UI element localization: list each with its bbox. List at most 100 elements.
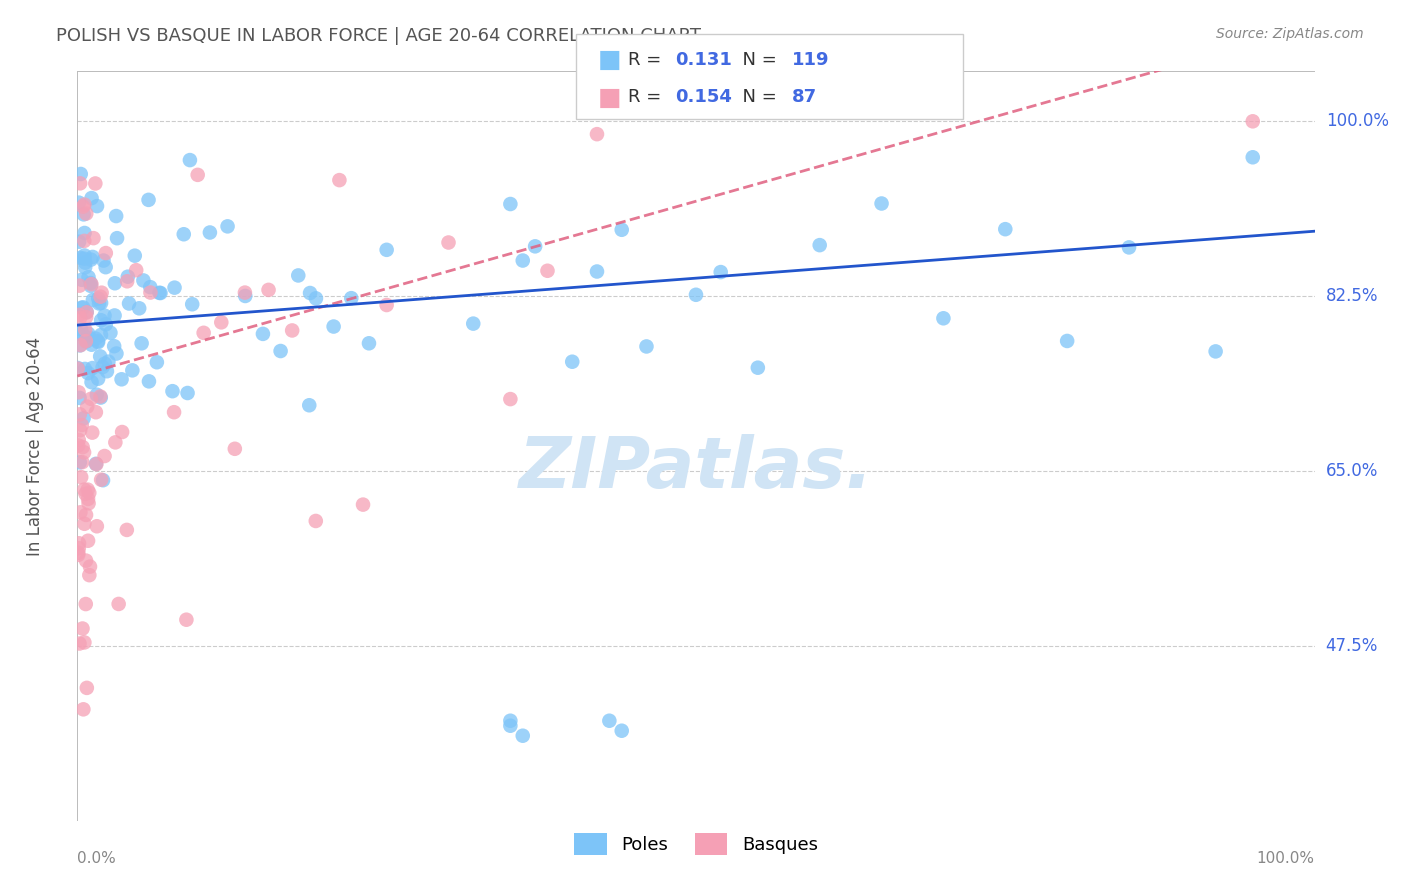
- Basques: [73, 483, 96, 497]
- Text: Source: ZipAtlas.com: Source: ZipAtlas.com: [1216, 27, 1364, 41]
- Basques: [352, 498, 374, 512]
- Basques: [536, 264, 558, 278]
- Poles: [105, 209, 128, 223]
- Poles: [499, 719, 522, 733]
- Basques: [70, 470, 93, 484]
- Poles: [217, 219, 239, 234]
- Poles: [89, 350, 111, 364]
- Poles: [94, 357, 117, 371]
- Basques: [67, 546, 90, 560]
- Basques: [67, 385, 90, 400]
- Basques: [72, 440, 94, 454]
- Poles: [808, 238, 831, 252]
- Poles: [1241, 150, 1264, 164]
- Text: 100.0%: 100.0%: [1326, 112, 1389, 130]
- Basques: [111, 425, 134, 439]
- Poles: [75, 255, 97, 269]
- Text: R =: R =: [628, 88, 668, 106]
- Basques: [84, 405, 107, 419]
- Basques: [107, 597, 129, 611]
- Poles: [198, 226, 221, 240]
- Poles: [73, 362, 96, 376]
- Poles: [710, 265, 733, 279]
- Poles: [70, 273, 93, 287]
- Poles: [72, 207, 94, 221]
- Basques: [93, 449, 115, 463]
- Basques: [69, 407, 91, 421]
- Basques: [90, 473, 112, 487]
- Poles: [77, 326, 100, 341]
- Basques: [80, 392, 103, 406]
- Poles: [69, 251, 91, 265]
- Legend: Poles, Basques: Poles, Basques: [565, 824, 827, 864]
- Basques: [193, 326, 215, 340]
- Poles: [932, 311, 955, 326]
- Poles: [598, 714, 620, 728]
- Poles: [299, 285, 322, 300]
- Basques: [73, 516, 96, 531]
- Text: 0.154: 0.154: [675, 88, 731, 106]
- Basques: [75, 322, 97, 336]
- Poles: [79, 331, 101, 345]
- Poles: [121, 363, 143, 377]
- Poles: [138, 375, 160, 389]
- Poles: [1056, 334, 1078, 348]
- Poles: [69, 391, 91, 405]
- Poles: [322, 319, 344, 334]
- Poles: [524, 239, 547, 253]
- Poles: [87, 372, 110, 386]
- Basques: [89, 389, 111, 403]
- Poles: [90, 328, 112, 343]
- Poles: [73, 226, 96, 240]
- Poles: [91, 360, 114, 375]
- Basques: [82, 425, 104, 440]
- Poles: [79, 276, 101, 290]
- Poles: [561, 355, 583, 369]
- Basques: [125, 263, 148, 277]
- Poles: [72, 301, 94, 315]
- Poles: [80, 375, 103, 389]
- Basques: [69, 636, 91, 650]
- Poles: [90, 296, 112, 310]
- Poles: [80, 191, 103, 205]
- Poles: [77, 366, 100, 380]
- Basques: [69, 338, 91, 352]
- Poles: [163, 280, 186, 294]
- Poles: [146, 355, 169, 369]
- Poles: [305, 291, 328, 305]
- Basques: [75, 554, 97, 568]
- Basques: [86, 519, 108, 533]
- Poles: [67, 235, 90, 249]
- Basques: [67, 541, 90, 556]
- Poles: [138, 193, 160, 207]
- Basques: [499, 392, 522, 406]
- Poles: [1205, 344, 1227, 359]
- Poles: [870, 196, 893, 211]
- Poles: [610, 723, 633, 738]
- Poles: [94, 318, 117, 332]
- Text: 82.5%: 82.5%: [1326, 287, 1378, 305]
- Poles: [181, 297, 204, 311]
- Basques: [115, 274, 138, 288]
- Poles: [96, 364, 118, 378]
- Poles: [128, 301, 150, 316]
- Poles: [117, 269, 139, 284]
- Poles: [77, 270, 100, 285]
- Poles: [73, 252, 96, 266]
- Poles: [105, 231, 128, 245]
- Poles: [179, 153, 201, 167]
- Poles: [512, 253, 534, 268]
- Basques: [67, 438, 90, 452]
- Poles: [173, 227, 195, 242]
- Poles: [463, 317, 485, 331]
- Basques: [104, 435, 127, 450]
- Poles: [90, 391, 112, 405]
- Basques: [80, 277, 103, 292]
- Poles: [73, 248, 96, 262]
- Text: 0.0%: 0.0%: [77, 851, 117, 866]
- Basques: [233, 285, 256, 300]
- Poles: [298, 398, 321, 412]
- Poles: [176, 386, 198, 401]
- Poles: [148, 285, 170, 300]
- Poles: [84, 457, 107, 471]
